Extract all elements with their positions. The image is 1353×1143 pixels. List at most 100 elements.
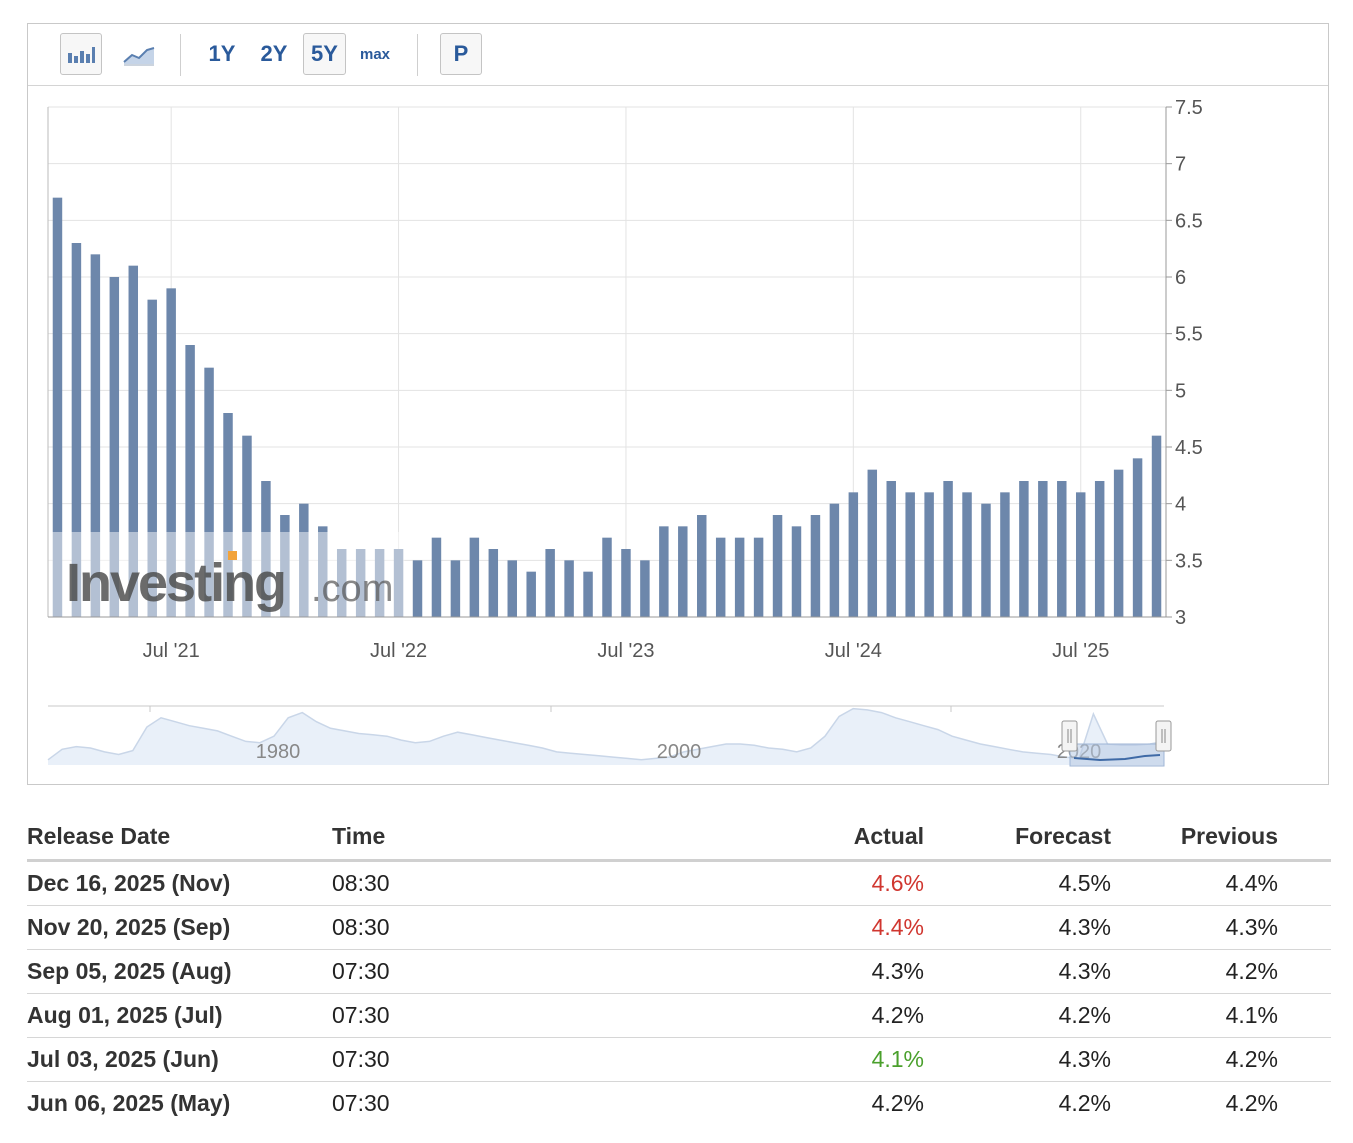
x-tick-label: Jul '22	[370, 640, 427, 662]
bar	[261, 481, 271, 617]
bar-chart-button[interactable]	[60, 33, 102, 75]
bar	[962, 492, 972, 617]
header-forecast[interactable]: Forecast	[1015, 823, 1111, 849]
bar	[1132, 458, 1143, 617]
p-button[interactable]: P	[440, 33, 482, 75]
x-tick-label: Jul '25	[1052, 640, 1109, 662]
bar	[318, 526, 328, 617]
area-chart-icon	[123, 47, 155, 66]
navigator-handle-body	[1155, 720, 1172, 752]
bar	[1057, 481, 1067, 617]
header-time[interactable]: Time	[332, 823, 386, 849]
bar	[128, 265, 139, 617]
y-tick-label: 5	[1175, 380, 1186, 402]
bar	[393, 549, 404, 617]
bar	[583, 571, 593, 617]
bar	[848, 492, 859, 617]
bar	[242, 435, 252, 617]
investing-watermark: Investing .com	[66, 551, 393, 613]
navigator-area	[48, 708, 1164, 765]
bar	[867, 469, 878, 617]
bar	[526, 571, 536, 617]
bar	[545, 549, 555, 617]
chart-plot: Investing .com 3 3.5 4 4.5 5 5.5 6 6.5 7 7.5 Jul '…	[47, 97, 1203, 767]
cell-forecast: 4.3%	[1058, 914, 1111, 940]
range-2y-button[interactable]: 2Y	[260, 41, 288, 66]
range-max-button[interactable]: max	[359, 45, 391, 63]
table-row: Nov 20, 2025 (Sep) 08:30 4.4% 4.3% 4.3%	[27, 906, 1331, 950]
table-body: Dec 16, 2025 (Nov) 08:30 4.6% 4.5% 4.4% …	[27, 862, 1331, 1126]
cell-time: 08:30	[332, 870, 390, 896]
cell-release-date: Jun 06, 2025 (May)	[27, 1090, 231, 1116]
navigator-selection-line	[1073, 754, 1161, 762]
bar-chart-icon	[68, 47, 95, 63]
navigator-label: 2000	[657, 741, 702, 763]
bar	[1038, 481, 1048, 617]
header-previous[interactable]: Previous	[1180, 823, 1278, 849]
table-row: Dec 16, 2025 (Nov) 08:30 4.6% 4.5% 4.4%	[27, 862, 1331, 906]
bar	[431, 537, 442, 617]
navigator-handle[interactable]	[1061, 720, 1078, 752]
cell-previous: 4.1%	[1225, 1002, 1278, 1028]
bar	[602, 537, 612, 617]
watermark-suffix-text: .com	[311, 568, 393, 610]
y-tick-label: 4	[1175, 494, 1186, 516]
table-row: Jul 03, 2025 (Jun) 07:30 4.1% 4.3% 4.2%	[27, 1038, 1331, 1082]
bar	[52, 197, 63, 617]
bar	[1019, 481, 1029, 617]
bar	[90, 254, 101, 618]
bar	[488, 549, 499, 617]
table-row: Jun 06, 2025 (May) 07:30 4.2% 4.2% 4.2%	[27, 1082, 1331, 1126]
range-1y-button[interactable]: 1Y	[208, 41, 236, 66]
bar	[71, 243, 82, 617]
x-tick-label: Jul '24	[825, 640, 882, 662]
y-tick-label: 7	[1175, 154, 1186, 176]
bar	[791, 526, 802, 617]
header-actual[interactable]: Actual	[853, 823, 924, 849]
bar	[109, 277, 120, 617]
cell-actual: 4.6%	[871, 870, 924, 896]
range-navigator[interactable]: 198020002020	[47, 705, 1172, 767]
toolbar-separator	[417, 34, 418, 76]
bar	[507, 560, 517, 617]
bar	[336, 549, 347, 617]
cell-time: 07:30	[332, 1046, 390, 1072]
cell-actual: 4.2%	[871, 1002, 924, 1028]
x-tick-label: Jul '23	[597, 640, 654, 662]
cell-forecast: 4.2%	[1058, 1002, 1111, 1028]
navigator-line	[47, 707, 1165, 761]
bar	[147, 299, 157, 617]
bar	[204, 367, 214, 617]
bar	[715, 537, 726, 617]
table-header: Release Date Time Actual Forecast Previo…	[27, 812, 1331, 862]
y-tick-label: 5.5	[1175, 324, 1203, 346]
cell-time: 07:30	[332, 1090, 390, 1116]
cell-time: 07:30	[332, 958, 390, 984]
bar	[564, 560, 574, 617]
range-5y-button[interactable]: 5Y	[303, 33, 346, 75]
bar	[924, 492, 934, 617]
axes: 3 3.5 4 4.5 5 5.5 6 6.5 7 7.5 Jul '21 Jul '22 Jul '2…	[47, 97, 1203, 662]
bar	[659, 526, 669, 617]
chart-panel: 1Y 2Y 5Y max P Investing .com 3 3.5 4 4.5 5 5…	[27, 23, 1329, 785]
cell-release-date: Aug 01, 2025 (Jul)	[27, 1002, 223, 1028]
header-release-date[interactable]: Release Date	[27, 823, 171, 849]
bar	[697, 515, 707, 617]
chart-toolbar: 1Y 2Y 5Y max P	[28, 24, 1328, 86]
bar	[450, 560, 461, 617]
cell-time: 08:30	[332, 914, 390, 940]
area-chart-button[interactable]	[116, 33, 162, 75]
bar	[772, 515, 783, 617]
cell-release-date: Dec 16, 2025 (Nov)	[27, 870, 231, 896]
navigator-handle[interactable]	[1155, 720, 1172, 752]
y-tick-label: 3.5	[1175, 550, 1203, 572]
y-tick-label: 6.5	[1175, 210, 1203, 232]
cell-forecast: 4.3%	[1058, 1046, 1111, 1072]
bar	[1075, 492, 1086, 617]
y-tick-label: 4.5	[1175, 437, 1203, 459]
watermark-dot	[228, 551, 237, 560]
cell-release-date: Jul 03, 2025 (Jun)	[27, 1046, 219, 1072]
y-tick-label: 7.5	[1175, 97, 1203, 119]
cell-forecast: 4.5%	[1058, 870, 1111, 896]
cell-time: 07:30	[332, 1002, 390, 1028]
